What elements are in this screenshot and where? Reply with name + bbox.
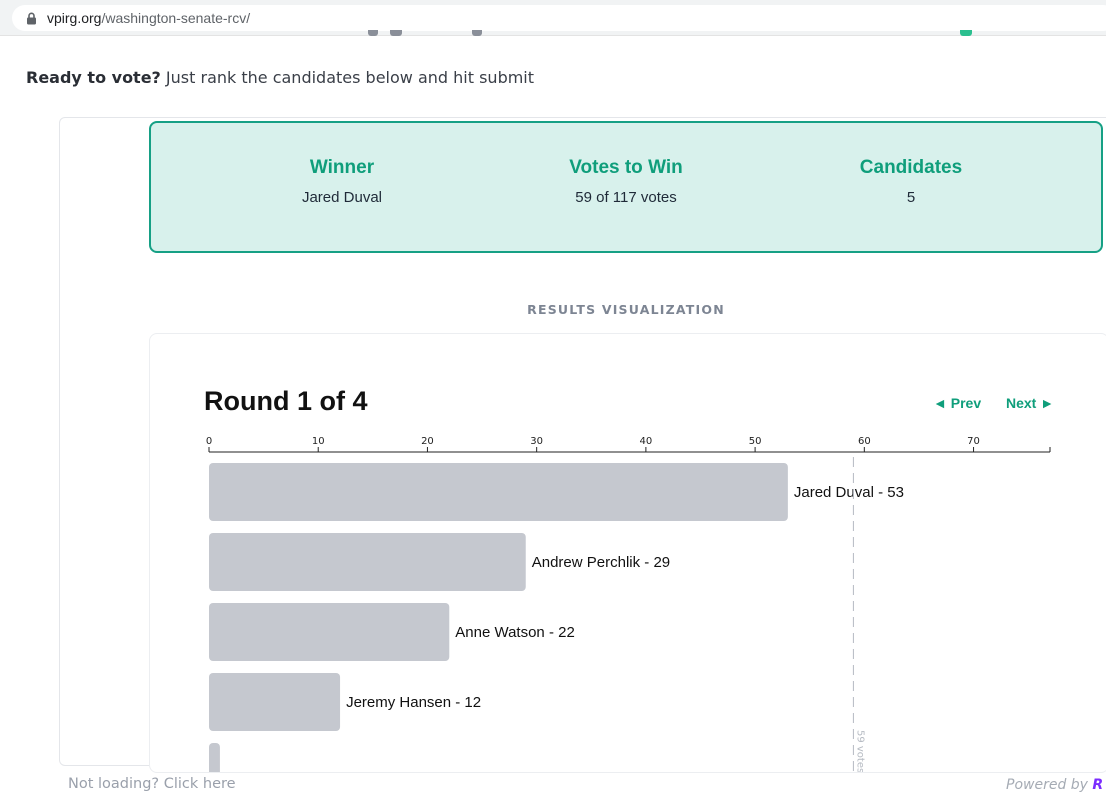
intro-bold: Ready to vote?	[26, 68, 161, 87]
not-loading-link[interactable]: Not loading? Click here	[68, 776, 236, 792]
winner-label: Winner	[309, 157, 375, 178]
browser-address-bar: vpirg.org/washington-senate-rcv/	[0, 0, 1106, 36]
url-path: /washington-senate-rcv/	[101, 10, 251, 26]
x-tick-label-40: 40	[640, 436, 653, 447]
powered-by[interactable]: Powered by R	[1006, 777, 1103, 793]
intro-text: Just rank the candidates below and hit s…	[160, 68, 535, 87]
x-tick-label-70: 70	[967, 436, 980, 447]
votes-to-win-value: 59 of 117 votes	[575, 189, 677, 206]
bar-1	[209, 533, 526, 591]
powered-by-brand: R	[1092, 777, 1104, 793]
url-field[interactable]: vpirg.org/washington-senate-rcv/	[12, 5, 1106, 31]
winner-stat: Winner Jared Duval	[192, 157, 492, 206]
candidates-stat: Candidates 5	[761, 157, 1061, 206]
bar-label-0: Jared Duval - 53	[794, 484, 904, 501]
round-title: Round 1 of 4	[204, 386, 368, 416]
x-tick-label-20: 20	[421, 436, 434, 447]
rcv-bar-chart: 0 10 20 30 40 50 60 70 Jared Duval - 53 Andrew Pe…	[206, 436, 1051, 773]
x-tick-label-60: 60	[858, 436, 871, 447]
bar-3	[209, 673, 341, 731]
bar-label-2: Anne Watson - 22	[455, 624, 575, 641]
threshold-label: 59 votes	[854, 730, 865, 773]
vote-intro: Ready to vote? Just rank the candidates …	[26, 68, 534, 87]
lock-icon	[27, 12, 36, 24]
results-visualization-label: RESULTS VISUALIZATION	[527, 302, 725, 317]
votes-to-win-label: Votes to Win	[569, 157, 683, 178]
bar-0	[209, 463, 788, 521]
next-round-button[interactable]: Next ►	[1006, 395, 1055, 411]
bar-2	[209, 603, 450, 661]
url-domain: vpirg.org	[47, 10, 102, 26]
bar-label-1: Andrew Perchlik - 29	[532, 554, 670, 571]
cropped-content-above	[360, 30, 980, 38]
results-summary: Winner Jared Duval Votes to Win 59 of 11…	[149, 121, 1103, 253]
results-chart-card: Round 1 of 4 ◄ Prev Next ► 0 10 20 30 40 50 60…	[149, 333, 1106, 773]
candidates-value: 5	[906, 189, 916, 206]
x-tick-label-30: 30	[530, 436, 543, 447]
bar-4	[209, 743, 220, 772]
bar-label-3: Jeremy Hansen - 12	[346, 694, 481, 711]
x-tick-label-0: 0	[206, 436, 212, 447]
candidates-label: Candidates	[859, 157, 963, 178]
x-tick-label-50: 50	[749, 436, 762, 447]
votes-to-win-stat: Votes to Win 59 of 117 votes	[476, 157, 776, 206]
x-tick-label-10: 10	[312, 436, 325, 447]
powered-by-text: Powered by	[1006, 777, 1093, 793]
winner-value: Jared Duval	[301, 189, 383, 206]
prev-round-button[interactable]: ◄ Prev	[933, 395, 982, 411]
